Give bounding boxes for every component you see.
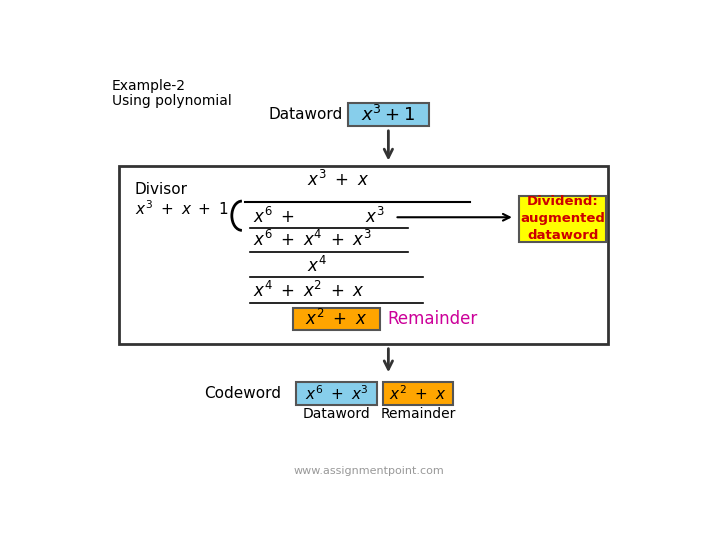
Text: www.assignmentpoint.com: www.assignmentpoint.com: [294, 465, 444, 476]
Text: Using polynomial: Using polynomial: [112, 94, 231, 108]
Text: Codeword: Codeword: [204, 386, 281, 401]
FancyBboxPatch shape: [293, 308, 380, 330]
Text: $x^6\ +\ x^3$: $x^6\ +\ x^3$: [305, 384, 368, 403]
FancyBboxPatch shape: [519, 195, 606, 242]
Text: Example-2: Example-2: [112, 79, 186, 93]
Text: Remainder: Remainder: [387, 310, 478, 328]
Bar: [120, 166, 608, 343]
Text: $x^6\ +\ x^4\ +\ x^3$: $x^6\ +\ x^4\ +\ x^3$: [253, 230, 372, 251]
Text: $x^2\ +\ x$: $x^2\ +\ x$: [390, 384, 446, 403]
Text: Dataword: Dataword: [269, 107, 343, 123]
Text: $x^4\ +\ x^2\ +\ x$: $x^4\ +\ x^2\ +\ x$: [253, 281, 365, 301]
Text: Remainder: Remainder: [380, 407, 456, 421]
Text: $x^3 + 1$: $x^3 + 1$: [361, 105, 415, 125]
FancyBboxPatch shape: [296, 382, 377, 405]
Text: $x^3\ +\ x\ +\ 1$: $x^3\ +\ x\ +\ 1$: [135, 200, 229, 218]
Text: $x^3$: $x^3$: [365, 207, 384, 227]
FancyBboxPatch shape: [383, 382, 453, 405]
Text: Divisor: Divisor: [135, 182, 188, 197]
Text: $x^6\ +$: $x^6\ +$: [253, 207, 294, 227]
Text: $x^2\ +\ x$: $x^2\ +\ x$: [305, 309, 367, 329]
Text: $x^4$: $x^4$: [307, 256, 327, 276]
Text: Dividend:
augmented
dataword: Dividend: augmented dataword: [521, 195, 606, 242]
Text: $x^3\ +\ x$: $x^3\ +\ x$: [307, 170, 369, 190]
Text: Dataword: Dataword: [302, 407, 370, 421]
FancyBboxPatch shape: [348, 103, 429, 126]
